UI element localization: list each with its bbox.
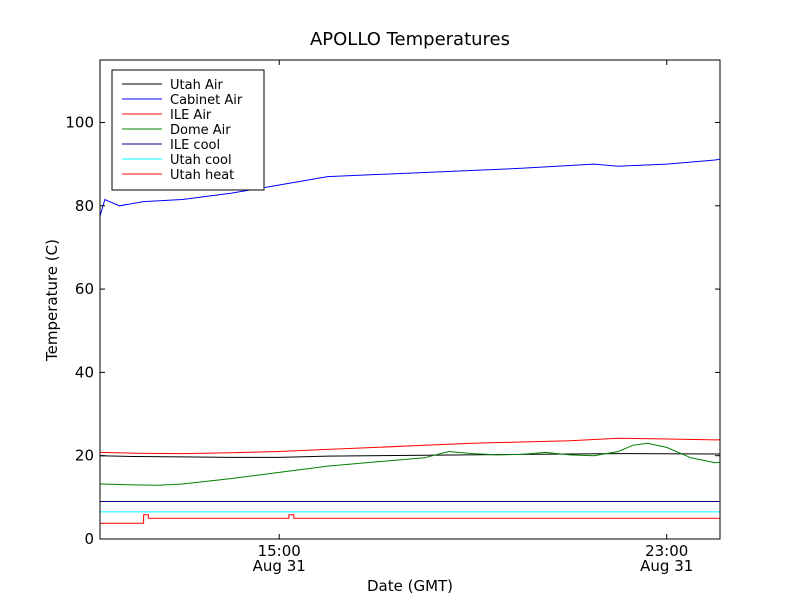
y-tick-label: 60 (75, 280, 94, 298)
legend-box (111, 69, 265, 191)
series-line-utah-heat (100, 514, 720, 524)
y-tick-label: 100 (65, 113, 94, 131)
legend-label-cabinet-air: Cabinet Air (170, 93, 243, 108)
legend-label-utah-air: Utah Air (170, 78, 223, 93)
y-tick-label: 80 (75, 197, 94, 215)
plot-area (100, 158, 720, 524)
legend-label-ile-air: ILE Air (170, 108, 212, 123)
chart-title: APOLLO Temperatures (310, 29, 510, 50)
y-axis-label: Temperature (C) (43, 239, 61, 362)
legend-label-ile-cool: ILE cool (170, 138, 220, 153)
x-tick-label-date: Aug 31 (640, 557, 693, 575)
x-axis-label: Date (GMT) (367, 577, 453, 595)
y-tick-label: 20 (75, 447, 94, 465)
plot-frame (99, 59, 721, 540)
series-line-cabinet-air (100, 158, 720, 217)
x-tick-label-time: 23:00 (645, 542, 688, 560)
legend-label-dome-air: Dome Air (170, 123, 231, 138)
legend-label-utah-cool: Utah cool (170, 153, 232, 168)
legend-label-utah-heat: Utah heat (170, 168, 234, 183)
series-line-dome-air (100, 442, 720, 486)
series-line-utah-air (100, 453, 720, 458)
y-tick-label: 0 (84, 530, 94, 548)
x-tick-label-time: 15:00 (258, 542, 301, 560)
series-line-ile-air (100, 437, 720, 455)
x-tick-label-date: Aug 31 (253, 557, 306, 575)
y-tick-label: 40 (75, 363, 94, 381)
